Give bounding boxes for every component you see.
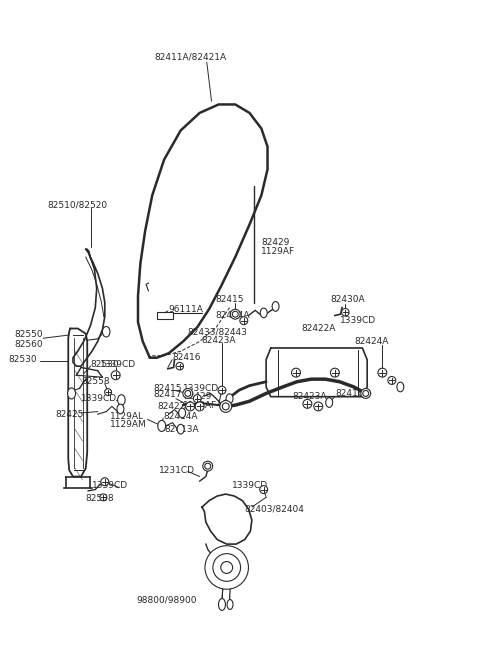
Circle shape xyxy=(101,478,109,486)
Text: 82424A: 82424A xyxy=(355,337,389,346)
Circle shape xyxy=(176,363,183,370)
Text: 1339CD: 1339CD xyxy=(231,481,267,490)
Text: 82416: 82416 xyxy=(172,353,201,362)
Text: 82417: 82417 xyxy=(154,390,182,399)
Circle shape xyxy=(303,399,312,408)
Text: 1339CD: 1339CD xyxy=(340,316,376,325)
Text: 82423A: 82423A xyxy=(292,392,327,401)
Circle shape xyxy=(222,403,229,410)
Circle shape xyxy=(218,386,226,394)
Circle shape xyxy=(260,486,268,493)
Circle shape xyxy=(213,554,240,581)
Circle shape xyxy=(111,371,120,380)
Text: 1339CD: 1339CD xyxy=(92,481,128,490)
Ellipse shape xyxy=(226,394,233,403)
Circle shape xyxy=(205,546,249,589)
Bar xyxy=(157,311,173,319)
Text: 82414A: 82414A xyxy=(163,412,198,420)
Ellipse shape xyxy=(326,397,333,407)
Circle shape xyxy=(388,376,396,384)
Text: 1129AF: 1129AF xyxy=(261,248,296,256)
Text: 82423A: 82423A xyxy=(201,336,236,345)
Text: 82429: 82429 xyxy=(261,238,290,247)
Text: 82558: 82558 xyxy=(81,377,110,386)
Text: 82416: 82416 xyxy=(335,389,363,398)
Circle shape xyxy=(220,401,232,413)
Ellipse shape xyxy=(179,408,186,418)
Ellipse shape xyxy=(260,308,267,318)
Circle shape xyxy=(291,368,300,377)
Text: 1339CD: 1339CD xyxy=(81,394,117,403)
Text: 82530: 82530 xyxy=(91,360,119,369)
Ellipse shape xyxy=(68,388,75,399)
Ellipse shape xyxy=(218,599,226,610)
Ellipse shape xyxy=(227,600,233,610)
Text: 82415: 82415 xyxy=(216,295,244,304)
Circle shape xyxy=(230,309,240,319)
Circle shape xyxy=(100,494,107,501)
Text: 82558: 82558 xyxy=(86,494,114,503)
Text: 82560: 82560 xyxy=(14,340,43,349)
Text: 82414A: 82414A xyxy=(216,311,250,320)
Text: 1339CD: 1339CD xyxy=(183,384,219,393)
Circle shape xyxy=(185,390,191,396)
Circle shape xyxy=(205,463,211,469)
Circle shape xyxy=(183,388,193,398)
Ellipse shape xyxy=(158,420,166,432)
Text: 82429: 82429 xyxy=(183,392,212,401)
Ellipse shape xyxy=(177,424,184,434)
Text: 1339CD: 1339CD xyxy=(100,360,136,369)
Circle shape xyxy=(105,389,111,396)
Ellipse shape xyxy=(118,395,125,405)
Circle shape xyxy=(342,309,349,316)
Circle shape xyxy=(330,368,339,377)
Ellipse shape xyxy=(272,302,279,311)
Text: 82415: 82415 xyxy=(154,384,182,393)
Text: 82510/82520: 82510/82520 xyxy=(48,200,108,210)
Circle shape xyxy=(232,311,238,317)
Text: 98800/98900: 98800/98900 xyxy=(136,595,197,604)
Text: 82413A: 82413A xyxy=(164,424,199,434)
Text: 82411A/82421A: 82411A/82421A xyxy=(154,53,226,62)
Text: 1129AF: 1129AF xyxy=(183,401,217,409)
Circle shape xyxy=(186,402,194,411)
Circle shape xyxy=(203,461,213,471)
Ellipse shape xyxy=(117,404,124,414)
Circle shape xyxy=(195,402,204,411)
Text: 82530: 82530 xyxy=(9,355,37,364)
Ellipse shape xyxy=(102,327,110,337)
Text: 82403/82404: 82403/82404 xyxy=(245,505,305,514)
Circle shape xyxy=(240,317,248,325)
Text: 82550: 82550 xyxy=(14,330,43,340)
Text: 1231CD: 1231CD xyxy=(159,466,195,474)
Text: 96111A: 96111A xyxy=(169,304,204,313)
Text: 82422A: 82422A xyxy=(157,402,192,411)
Ellipse shape xyxy=(397,382,404,392)
Text: 82422A: 82422A xyxy=(301,324,336,333)
Circle shape xyxy=(221,562,233,574)
Text: 1129AL: 1129AL xyxy=(109,412,144,420)
Text: 82433/82443: 82433/82443 xyxy=(188,327,248,336)
Circle shape xyxy=(378,368,387,377)
Circle shape xyxy=(314,402,323,411)
Text: 82430A: 82430A xyxy=(330,295,365,304)
Text: 1129AM: 1129AM xyxy=(109,420,146,429)
Text: 82425: 82425 xyxy=(55,410,84,419)
Circle shape xyxy=(361,388,371,398)
Circle shape xyxy=(193,395,201,403)
Circle shape xyxy=(363,390,369,396)
